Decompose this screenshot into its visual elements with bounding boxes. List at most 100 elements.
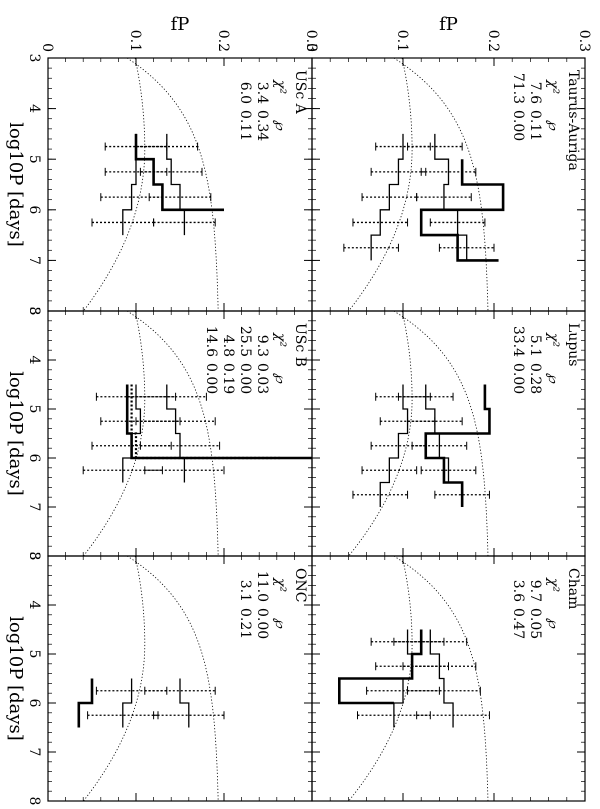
- model-histogram-lower: [122, 678, 133, 728]
- chi-squared-value: 71.3: [510, 73, 526, 104]
- chi-squared-header: χ²: [272, 332, 288, 347]
- x-tick-label: 5: [26, 650, 42, 659]
- chi-squared-header: χ²: [272, 79, 288, 94]
- y-tick-label: 0.1: [127, 30, 143, 52]
- y-tick-label: 0: [303, 43, 319, 52]
- chi-squared-header: χ²: [272, 577, 288, 592]
- probability-value: 0.11: [237, 110, 253, 141]
- y-tick-label: 0.2: [215, 30, 231, 52]
- panels-group: Taurus-Aurigaχ²℘7.60.1171.30.00Lupusχ²℘5…: [26, 30, 592, 806]
- y-axis-label-right: fP: [171, 14, 190, 35]
- x-tick-label: 3: [26, 552, 42, 561]
- probability-value: 0.05: [527, 608, 543, 639]
- x-tick-label: 8: [26, 307, 42, 316]
- probability-value: 0.00: [510, 110, 526, 141]
- chi-squared-header: χ²: [545, 79, 561, 94]
- panel-cham: Cham χ² ℘ 9.7 0.053.6 0.47: [311, 555, 586, 802]
- reference-curve-lower: [348, 555, 413, 802]
- probability-value: 0.19: [220, 363, 236, 394]
- probability-value: 0.00: [237, 363, 253, 394]
- chi-squared-header: χ²: [545, 577, 561, 592]
- y-tick-label: 0.2: [485, 30, 501, 52]
- reference-curve-upper: [393, 57, 489, 312]
- x-tick-label: 8: [26, 552, 42, 561]
- observed-histogram-dotted: [130, 384, 282, 460]
- panel-title: ONC: [292, 568, 308, 602]
- stats-header: χ² ℘: [545, 79, 561, 131]
- probability-value: 0.00: [203, 363, 219, 394]
- probability-header: ℘: [272, 120, 288, 131]
- x-tick-label: 7: [26, 748, 42, 757]
- y-axis-label-left: fP: [439, 14, 458, 35]
- probability-value: 0.34: [254, 110, 270, 141]
- x-tick-label: 7: [26, 503, 42, 512]
- reference-curve-lower: [348, 310, 413, 557]
- observed-histogram: [77, 678, 94, 728]
- stats-header: χ² ℘: [272, 79, 288, 131]
- reference-curve-upper: [126, 310, 219, 557]
- panel-frame: [47, 555, 313, 802]
- chi-squared-value: 5.1: [527, 335, 543, 357]
- chi-squared-value: 33.4: [510, 326, 526, 357]
- axes-text-group: fP fP log10P [days] log10P [days] log10P…: [5, 14, 458, 741]
- chi-squared-value: 6.0: [237, 82, 253, 104]
- probability-value: 0.11: [527, 110, 543, 141]
- model-histogram-upper: [166, 133, 186, 236]
- x-tick-label: 3: [26, 54, 42, 63]
- chi-squared-value: 9.3: [254, 335, 270, 357]
- probability-header: ℘: [272, 618, 288, 629]
- x-tick-label: 3: [26, 307, 42, 316]
- reference-curve-lower: [348, 57, 413, 312]
- x-tick-label: 5: [26, 405, 42, 414]
- x-axis-label-middle: log10P [days]: [5, 371, 26, 496]
- panel-usc-a: USc A χ² ℘ 3.4 0.346.0 0.11: [47, 57, 313, 312]
- x-axis-label-bottom: log10P [days]: [5, 616, 26, 741]
- observed-histogram: [424, 384, 491, 507]
- stats-header: χ² ℘: [272, 577, 288, 629]
- model-histogram-lower: [379, 384, 409, 507]
- chi-squared-value: 3.4: [254, 82, 270, 104]
- panel-title: USc A: [292, 70, 308, 115]
- chi-squared-value: 7.6: [527, 82, 543, 104]
- x-tick-label: 6: [26, 205, 42, 214]
- chi-squared-value: 14.6: [203, 326, 219, 357]
- x-tick-label: 4: [26, 356, 42, 365]
- panel-title: USc B: [292, 323, 308, 367]
- y-tick-label: 0.1: [394, 30, 410, 52]
- probability-header: ℘: [545, 373, 561, 384]
- x-tick-label: 5: [26, 155, 42, 164]
- probability-value: 0.00: [510, 363, 526, 394]
- y-tick-label: 0: [39, 43, 55, 52]
- probability-value: 0.21: [237, 608, 253, 639]
- chi-squared-value: 3.6: [510, 580, 526, 602]
- x-axis-label-top: log10P [days]: [5, 122, 26, 247]
- observed-histogram: [125, 384, 312, 460]
- model-histogram-upper: [179, 678, 190, 728]
- panel-title: Cham: [565, 568, 581, 609]
- rotated-figure-group: Taurus-Aurigaχ²℘7.60.1171.30.00Lupusχ²℘5…: [5, 14, 592, 805]
- chi-squared-value: 11.0: [254, 571, 270, 602]
- x-tick-label: 6: [26, 454, 42, 463]
- reference-curve-upper: [126, 555, 219, 802]
- model-histogram-upper: [429, 629, 454, 728]
- chi-squared-value: 3.1: [237, 580, 253, 602]
- model-histogram-upper: [434, 133, 468, 261]
- y-tick-label: 0.3: [576, 30, 592, 52]
- observed-histogram: [338, 629, 423, 705]
- panel-title: Lupus: [565, 323, 581, 366]
- observed-histogram: [134, 133, 224, 212]
- probability-value: 0.00: [254, 608, 270, 639]
- stats-header: χ² ℘: [272, 332, 288, 384]
- probability-value: 0.47: [510, 608, 526, 639]
- x-tick-label: 4: [26, 104, 42, 113]
- panel-title: Taurus-Auriga: [565, 70, 581, 171]
- panel-onc: ONC χ² ℘ 11.0 0.003.1 0.21: [47, 555, 313, 802]
- x-tick-label: 6: [26, 699, 42, 708]
- reference-curve-lower: [83, 57, 146, 312]
- chi-squared-header: χ²: [545, 332, 561, 347]
- probability-header: ℘: [272, 373, 288, 384]
- chi-squared-value: 25.5: [237, 326, 253, 357]
